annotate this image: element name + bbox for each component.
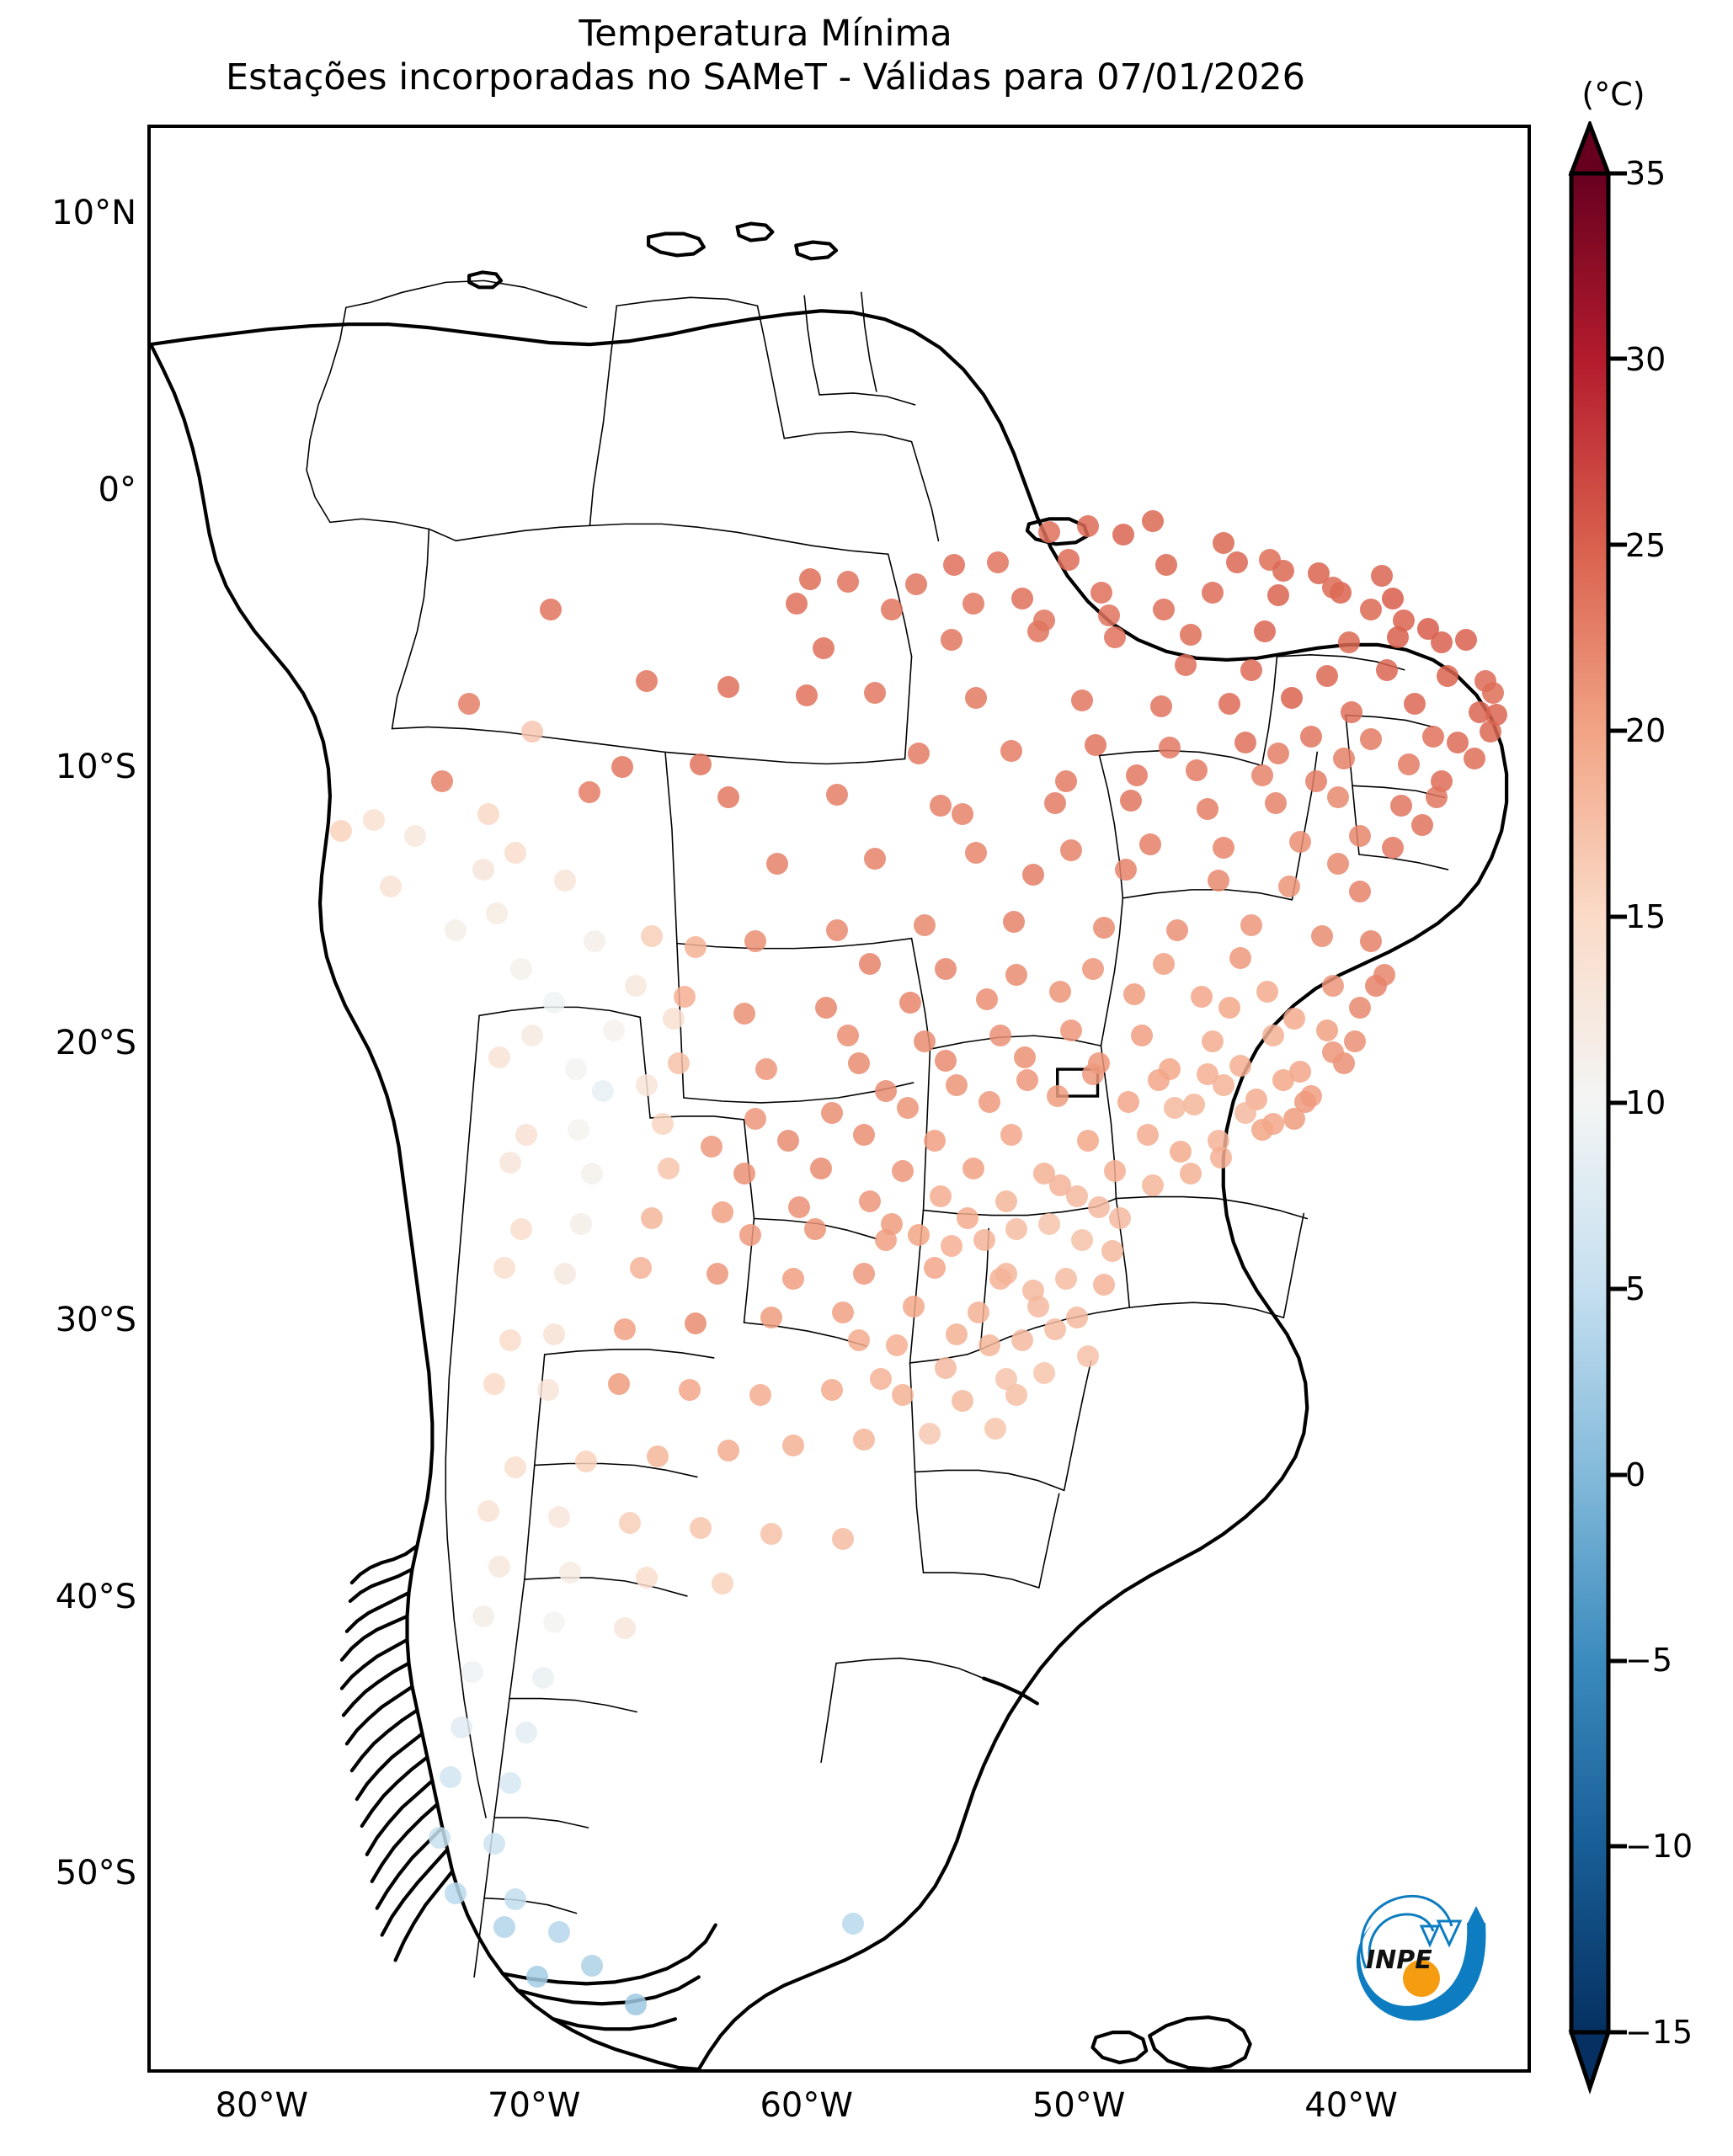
x-axis-tick: 60°W <box>760 2086 853 2125</box>
logo-text: INPE <box>1366 1946 1432 1975</box>
title-line-2: Estações incorporadas no SAMeT - Válidas… <box>225 56 1306 99</box>
y-axis-tick: 10°N <box>51 194 136 233</box>
colorbar-tick: 30 <box>1625 340 1666 378</box>
colorbar-unit-label: (°C) <box>1581 76 1645 113</box>
x-axis-tick: 50°W <box>1032 2086 1126 2125</box>
inpe-logo: INPE <box>1356 1894 1486 2021</box>
colorbar-tick: 10 <box>1625 1084 1666 1121</box>
colorbar-tick: 5 <box>1625 1270 1646 1307</box>
title-line-1: Temperatura Mínima <box>579 13 952 55</box>
colorbar-gradient <box>1568 121 1627 2095</box>
x-axis-tick: 80°W <box>215 2086 309 2125</box>
colorbar: (°C) <box>1565 76 1733 2113</box>
y-axis-tick: 20°S <box>55 1024 136 1063</box>
internal-admin-borders <box>306 279 1449 1978</box>
y-axis-tick: 10°S <box>55 747 136 786</box>
colorbar-tick: 35 <box>1625 155 1666 192</box>
y-axis-tick: 50°S <box>55 1854 136 1893</box>
x-axis-tick: 40°W <box>1304 2086 1398 2125</box>
logo-inner-arc <box>1368 1913 1435 1966</box>
colorbar-tick: −10 <box>1625 1828 1693 1866</box>
logo-swoosh <box>1356 1923 1486 2021</box>
coastline <box>151 221 1509 2069</box>
logo-outer-arc <box>1360 1894 1453 1969</box>
colorbar-tick: 20 <box>1625 712 1666 750</box>
federal-district-outline <box>1056 1067 1100 1098</box>
map-plot-area <box>147 125 1531 2073</box>
colorbar-tick: 15 <box>1625 898 1666 936</box>
colorbar-tick: 25 <box>1625 526 1666 564</box>
y-axis-tick: 30°S <box>55 1300 136 1339</box>
x-axis-tick: 70°W <box>488 2086 581 2125</box>
colorbar-tick: 0 <box>1625 1456 1646 1493</box>
logo-arrow-head <box>1467 1906 1485 1924</box>
logo-inner-arrow-2 <box>1419 1924 1441 1948</box>
chart-title: Temperatura Mínima Estações incorporadas… <box>0 12 1531 100</box>
colorbar-tick: −5 <box>1625 1642 1673 1680</box>
colorbar-tick: −15 <box>1625 2014 1693 2051</box>
y-axis-tick: 0° <box>98 470 136 509</box>
y-axis-tick: 40°S <box>55 1577 136 1616</box>
logo-inner-arrow <box>1436 1919 1463 1948</box>
logo-sun-circle <box>1403 1960 1440 1997</box>
south-america-basemap <box>151 221 1509 2069</box>
